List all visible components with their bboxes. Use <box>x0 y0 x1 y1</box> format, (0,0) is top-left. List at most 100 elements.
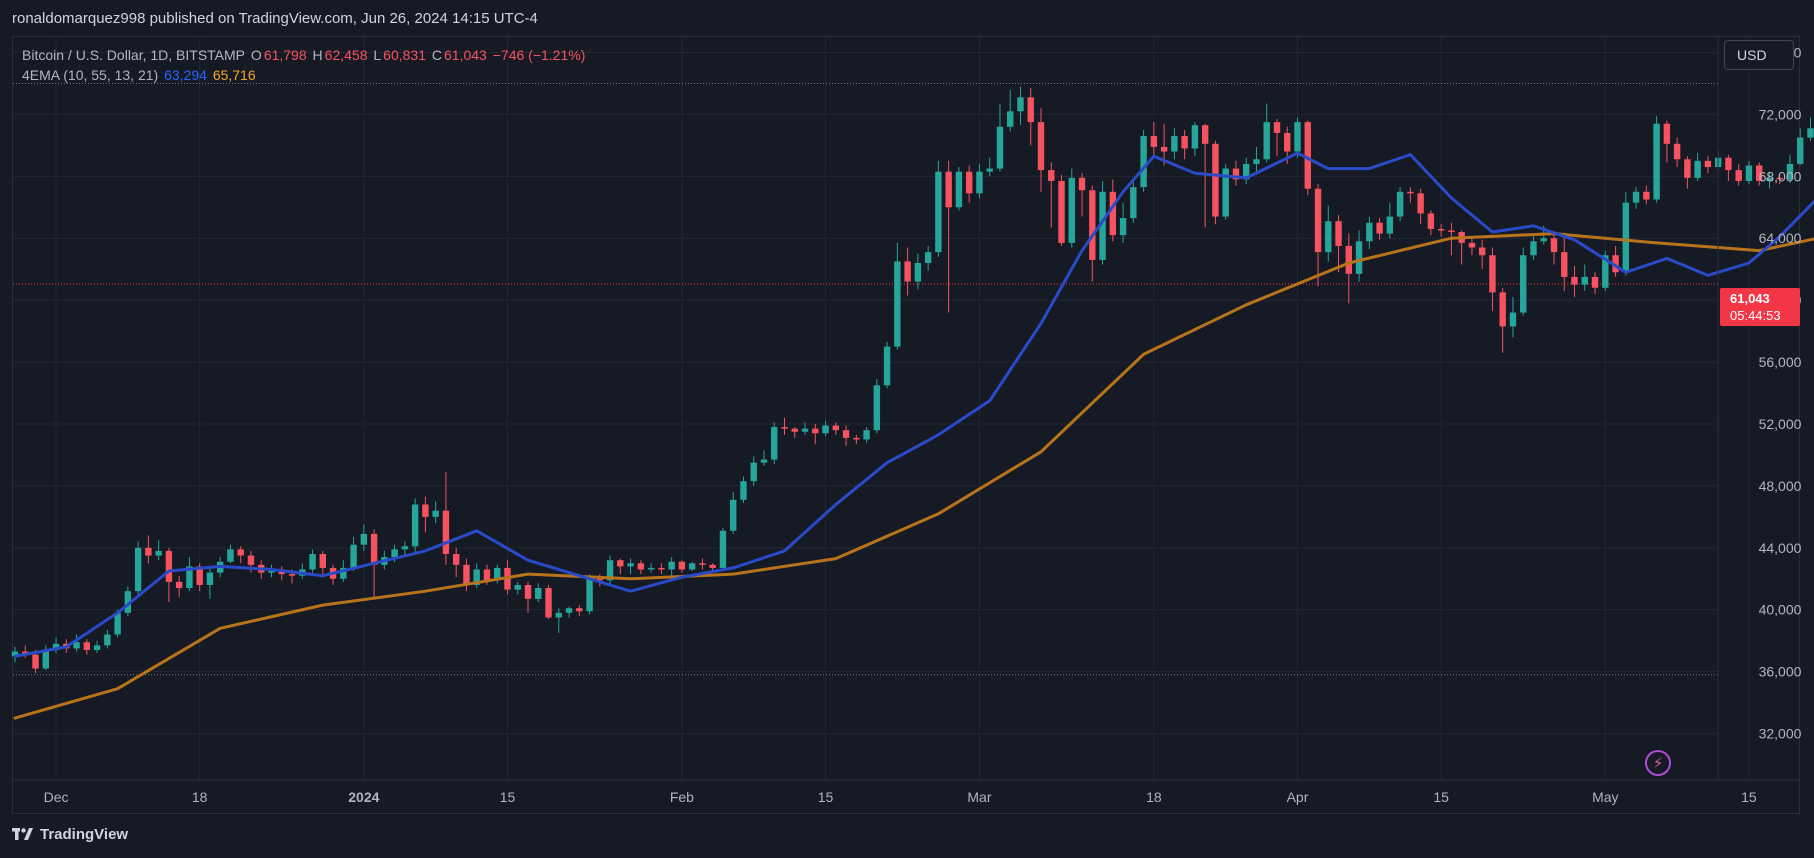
candle-body <box>730 499 737 531</box>
candle <box>1314 184 1322 287</box>
candle <box>1561 236 1568 291</box>
candle <box>309 549 316 573</box>
candle <box>452 547 460 578</box>
candle <box>576 605 583 616</box>
candle-body <box>350 544 357 568</box>
candle-body <box>196 566 203 585</box>
candle <box>986 157 993 177</box>
candle-body <box>1478 247 1486 256</box>
candle-body <box>1273 122 1281 133</box>
candle-body <box>699 563 706 565</box>
candle-body <box>822 425 829 434</box>
candle <box>1632 187 1640 209</box>
candle <box>1396 187 1404 222</box>
candle-body <box>83 642 91 650</box>
candle-body <box>1099 191 1106 260</box>
candle <box>145 535 152 564</box>
candle <box>719 527 727 570</box>
candle <box>996 103 1004 172</box>
candle-body <box>1663 123 1671 144</box>
low-value: 60,831 <box>383 47 426 63</box>
candle <box>688 561 696 572</box>
candle-body <box>1007 111 1014 127</box>
candle <box>186 557 193 592</box>
candle-body <box>1355 241 1363 274</box>
candle-body <box>186 566 193 589</box>
candle-body <box>637 563 645 570</box>
candle-body <box>1776 177 1783 180</box>
candle-body <box>1766 177 1773 181</box>
lightning-icon[interactable]: ⚡ <box>1645 750 1671 776</box>
candle-body <box>114 612 121 635</box>
candle-body <box>668 561 675 570</box>
candle <box>1130 180 1137 223</box>
candle <box>555 608 562 633</box>
high-label: H <box>312 47 323 63</box>
candle <box>914 253 922 290</box>
candle-body <box>1571 276 1578 285</box>
candle-body <box>1294 122 1301 152</box>
candle <box>586 574 593 615</box>
candle <box>1253 146 1260 175</box>
candle-body <box>1396 191 1404 217</box>
candle-body <box>104 634 111 646</box>
candle-body <box>1499 292 1506 327</box>
candle-body <box>1653 123 1660 200</box>
candle-body <box>1027 97 1034 123</box>
candle <box>1140 129 1147 192</box>
candle-body <box>1130 187 1137 219</box>
candle <box>904 247 911 296</box>
candle-body <box>1366 222 1373 242</box>
candle-body <box>1622 202 1630 273</box>
candle <box>1663 120 1671 163</box>
candle-body <box>1530 241 1537 256</box>
candle <box>1119 202 1127 243</box>
candle <box>1704 156 1712 174</box>
candle <box>1458 230 1465 265</box>
candle <box>175 575 183 598</box>
candle <box>1571 266 1578 298</box>
candle-body <box>842 430 850 438</box>
candle-body <box>1468 242 1476 248</box>
candle-body <box>1058 180 1065 243</box>
candle <box>781 417 788 435</box>
last-price-value: 61,043 <box>1730 291 1770 306</box>
candle-body <box>463 564 470 585</box>
candle-body <box>1756 165 1763 181</box>
candle-body <box>576 608 583 612</box>
candle-body <box>945 171 952 208</box>
candle-body <box>1345 245 1352 274</box>
indicator-title[interactable]: 4EMA (10, 55, 13, 21) <box>22 67 159 83</box>
candle-body <box>1520 255 1527 313</box>
candle <box>514 581 521 595</box>
candle <box>1232 160 1240 186</box>
candle-body <box>535 588 542 599</box>
candle-body <box>740 481 747 500</box>
candle <box>1684 156 1691 189</box>
candle <box>1509 297 1517 338</box>
candle-body <box>1181 136 1188 149</box>
close-label: C <box>431 47 443 63</box>
candle <box>1643 185 1650 205</box>
candle-body <box>1232 168 1240 180</box>
candle-body <box>155 550 162 556</box>
candle-body <box>1725 157 1732 171</box>
candle-body <box>1376 222 1383 234</box>
candle <box>1109 179 1117 242</box>
candle-body <box>42 649 49 669</box>
symbol-title[interactable]: Bitcoin / U.S. Dollar, 1D, BITSTAMP <box>22 47 246 63</box>
candle <box>401 541 409 556</box>
candle-body <box>1581 276 1588 285</box>
candle <box>1407 187 1414 203</box>
change-value: −746 (−1.21%) <box>492 47 586 63</box>
candle <box>1694 153 1701 181</box>
y-tick-label: 56,000 <box>1759 354 1802 370</box>
high-value: 62,458 <box>324 47 368 63</box>
legend-ohlc-row: Bitcoin / U.S. Dollar, 1D, BITSTAMP O 61,… <box>22 45 587 65</box>
y-tick-label: 32,000 <box>1759 726 1802 742</box>
candle <box>976 163 983 198</box>
currency-button[interactable]: USD <box>1724 40 1794 70</box>
candle <box>945 160 952 313</box>
candle-body <box>370 533 378 565</box>
